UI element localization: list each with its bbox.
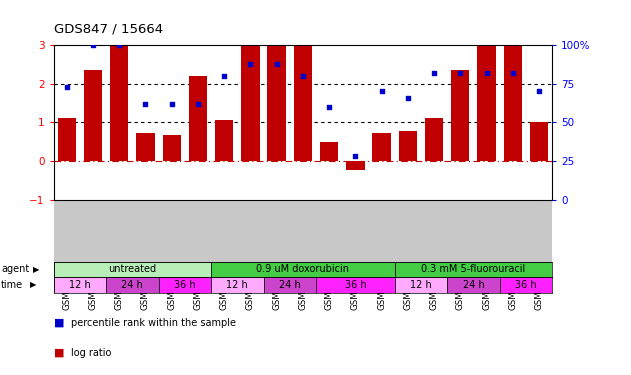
Point [429, 70, 439, 76]
Point [377, 88, 387, 94]
Bar [293, 45, 312, 161]
Bar [54, 262, 211, 277]
Bar [57, 118, 76, 161]
Text: time: time [1, 280, 23, 290]
Point [114, 42, 124, 48]
Point [219, 73, 229, 79]
Bar [346, 161, 365, 170]
Bar [395, 262, 552, 277]
Point [167, 101, 177, 107]
Bar [158, 277, 211, 292]
Text: 12 h: 12 h [69, 280, 91, 290]
Bar [395, 277, 447, 292]
Text: 12 h: 12 h [227, 280, 248, 290]
Point [88, 42, 98, 48]
Point [141, 101, 151, 107]
Text: ■: ■ [54, 348, 64, 357]
Point [245, 60, 256, 67]
Bar [504, 45, 522, 161]
Point [508, 70, 518, 76]
Bar [189, 76, 207, 161]
Point [481, 70, 492, 76]
Text: untreated: untreated [109, 264, 156, 274]
Bar [451, 70, 469, 161]
Text: ▶: ▶ [33, 265, 39, 274]
Bar [320, 142, 338, 161]
Bar [500, 277, 552, 292]
Bar [110, 45, 128, 161]
Point [62, 84, 72, 90]
Text: 24 h: 24 h [122, 280, 143, 290]
Point [350, 153, 360, 159]
Point [324, 104, 334, 110]
Text: percentile rank within the sample: percentile rank within the sample [71, 318, 236, 327]
Bar [136, 133, 155, 161]
Point [193, 101, 203, 107]
Point [298, 73, 308, 79]
Point [534, 88, 544, 94]
Point [403, 94, 413, 100]
Point [455, 70, 465, 76]
Bar [163, 135, 181, 161]
Bar [478, 45, 496, 161]
Text: ▶: ▶ [30, 280, 37, 289]
Text: agent: agent [1, 264, 30, 274]
Text: 36 h: 36 h [345, 280, 366, 290]
Text: 36 h: 36 h [515, 280, 537, 290]
Point [271, 60, 281, 67]
Text: 12 h: 12 h [410, 280, 432, 290]
Text: 36 h: 36 h [174, 280, 196, 290]
Bar [54, 277, 106, 292]
Text: 24 h: 24 h [279, 280, 300, 290]
Bar [211, 262, 395, 277]
Bar [106, 277, 158, 292]
Text: 0.9 uM doxorubicin: 0.9 uM doxorubicin [256, 264, 350, 274]
Bar [84, 70, 102, 161]
Text: log ratio: log ratio [71, 348, 112, 357]
Bar [425, 118, 443, 161]
Bar [264, 277, 316, 292]
Bar [268, 45, 286, 161]
Bar [215, 120, 233, 161]
Bar [530, 122, 548, 161]
Text: 24 h: 24 h [463, 280, 484, 290]
Text: ■: ■ [54, 318, 64, 327]
Bar [241, 45, 259, 161]
Bar [372, 133, 391, 161]
Text: GDS847 / 15664: GDS847 / 15664 [54, 22, 163, 36]
Bar [316, 277, 395, 292]
Bar [211, 277, 264, 292]
Text: 0.3 mM 5-fluorouracil: 0.3 mM 5-fluorouracil [422, 264, 526, 274]
Bar [399, 131, 417, 161]
Bar [447, 277, 500, 292]
